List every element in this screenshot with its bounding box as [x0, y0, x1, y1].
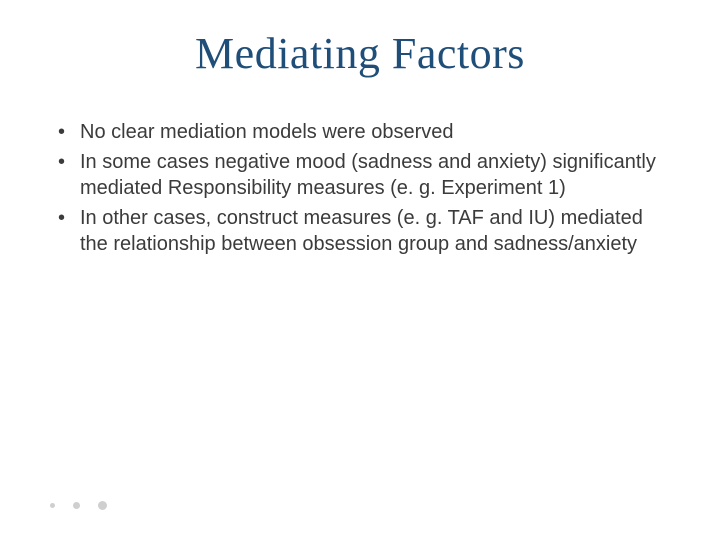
bullet-list: No clear mediation models were observed … — [50, 119, 670, 257]
decoration-dot-icon — [98, 501, 107, 510]
bullet-item: No clear mediation models were observed — [50, 119, 670, 145]
decoration-dot-icon — [73, 502, 80, 509]
slide: Mediating Factors No clear mediation mod… — [0, 0, 720, 540]
slide-body: No clear mediation models were observed … — [0, 89, 720, 257]
decoration-dot-icon — [50, 503, 55, 508]
footer-dots — [50, 501, 107, 510]
slide-title: Mediating Factors — [0, 0, 720, 89]
bullet-item: In other cases, construct measures (e. g… — [50, 205, 670, 257]
bullet-item: In some cases negative mood (sadness and… — [50, 149, 670, 201]
